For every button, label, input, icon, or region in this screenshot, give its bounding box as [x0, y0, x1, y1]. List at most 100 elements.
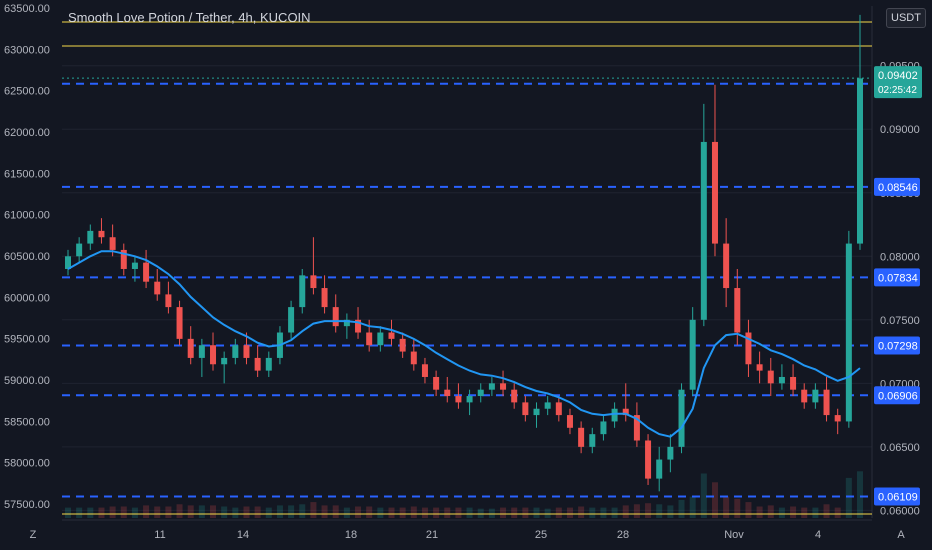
candle-body: [745, 332, 752, 365]
left-tick-label: 59000.00: [4, 375, 50, 387]
volume-bar: [321, 505, 328, 518]
volume-bar: [778, 507, 785, 518]
candle-body: [221, 357, 228, 365]
candle-body: [834, 415, 841, 422]
volume-bar: [455, 507, 462, 518]
volume-bar: [466, 507, 473, 518]
volume-bar: [555, 507, 562, 518]
candle-body: [232, 345, 239, 358]
candle-body: [198, 345, 205, 358]
candle-body: [566, 415, 573, 428]
volume-bar: [131, 507, 138, 518]
left-tick-label: 61500.00: [4, 168, 50, 180]
left-tick-label: 61000.00: [4, 210, 50, 222]
candle-body: [857, 78, 863, 244]
time-tick-label: 11: [154, 529, 165, 541]
candle-body: [388, 332, 395, 339]
candle-body: [700, 141, 707, 320]
candle-body: [65, 256, 71, 269]
volume-bar: [210, 505, 217, 518]
candle-body: [332, 307, 339, 327]
volume-bar: [823, 504, 830, 518]
volume-bar: [477, 508, 484, 518]
candle-body: [801, 389, 808, 403]
auto-scale-left-button[interactable]: Z: [29, 529, 37, 541]
volume-bar: [645, 503, 652, 518]
left-tick-label: 58500.00: [4, 416, 50, 428]
currency-button[interactable]: USDT: [886, 8, 926, 28]
left-tick-label: 62000.00: [4, 127, 50, 139]
chart-title: Smooth Love Potion / Tether, 4h, KUCOIN: [68, 10, 311, 25]
candle-body: [555, 402, 562, 416]
candle-body: [656, 459, 663, 479]
auto-scale-right-button[interactable]: A: [897, 529, 905, 541]
candle-body: [533, 408, 540, 416]
volume-bar: [600, 507, 607, 518]
volume-bar: [288, 505, 295, 518]
volume-bar: [767, 505, 774, 518]
volume-bar: [633, 504, 640, 518]
candle-body: [790, 376, 797, 390]
candle-body: [343, 319, 350, 327]
volume-bar: [678, 499, 685, 518]
candle-body: [98, 230, 105, 238]
left-tick-label: 63000.00: [4, 44, 50, 56]
candle-body: [823, 389, 830, 416]
volume-bar: [711, 482, 718, 518]
ema-polyline: [67, 250, 861, 438]
candle-body: [522, 402, 529, 416]
level-tag: [874, 336, 920, 355]
volume-bar: [232, 507, 239, 518]
candle-body: [488, 383, 495, 390]
volume-bar: [522, 507, 529, 518]
countdown-label: 02:25:42: [878, 85, 917, 96]
price-tags: 0.093580.085460.078340.072980.069060.061…: [874, 66, 922, 506]
candle-body: [622, 408, 629, 416]
volume-bar: [801, 507, 808, 518]
candle-body: [734, 288, 741, 333]
volume-bar: [366, 506, 373, 518]
volume-bar: [812, 507, 819, 518]
right-tick-label: 0.06500: [880, 442, 920, 454]
candle-body: [377, 332, 384, 346]
volume-bar: [834, 507, 841, 518]
candle-body: [310, 275, 317, 289]
left-tick-label: 58000.00: [4, 458, 50, 470]
candle-body: [711, 141, 718, 244]
candle-body: [511, 389, 518, 403]
time-axis: 11 14 18 21 25 28 Nov 4: [62, 519, 872, 541]
volume-bar: [566, 507, 573, 518]
volume-bar: [176, 504, 183, 518]
candle-body: [87, 230, 94, 244]
level-tag: [874, 177, 920, 196]
candle-body: [678, 389, 685, 447]
level-tag: [874, 268, 920, 287]
volume-bar: [65, 507, 71, 518]
volume-bar: [399, 507, 406, 518]
right-tick-label: 0.07500: [880, 315, 920, 327]
candle-body: [433, 376, 440, 390]
volume-bar: [243, 506, 250, 518]
candle-body: [421, 364, 428, 377]
level-tag-label: 0.07834: [878, 272, 918, 284]
candle-body: [366, 332, 373, 346]
volume-bar: [332, 505, 339, 518]
volume-bar: [756, 506, 763, 518]
current-price-tag: [874, 66, 922, 99]
candle-body: [143, 262, 150, 282]
candle-body: [288, 307, 295, 333]
time-tick-label: 28: [617, 529, 629, 541]
candle-body: [455, 396, 462, 403]
candle-body: [176, 307, 183, 339]
volume-bar: [745, 502, 752, 518]
left-tick-label: 63500.00: [4, 3, 50, 15]
volume-bar: [488, 508, 495, 518]
volume-bar: [500, 507, 507, 518]
volume-bar: [198, 505, 205, 518]
volume-bar: [98, 507, 105, 518]
candle-body: [299, 275, 306, 308]
candle-body: [589, 434, 596, 447]
candle-body: [187, 338, 194, 358]
chart-grid: [62, 6, 873, 518]
